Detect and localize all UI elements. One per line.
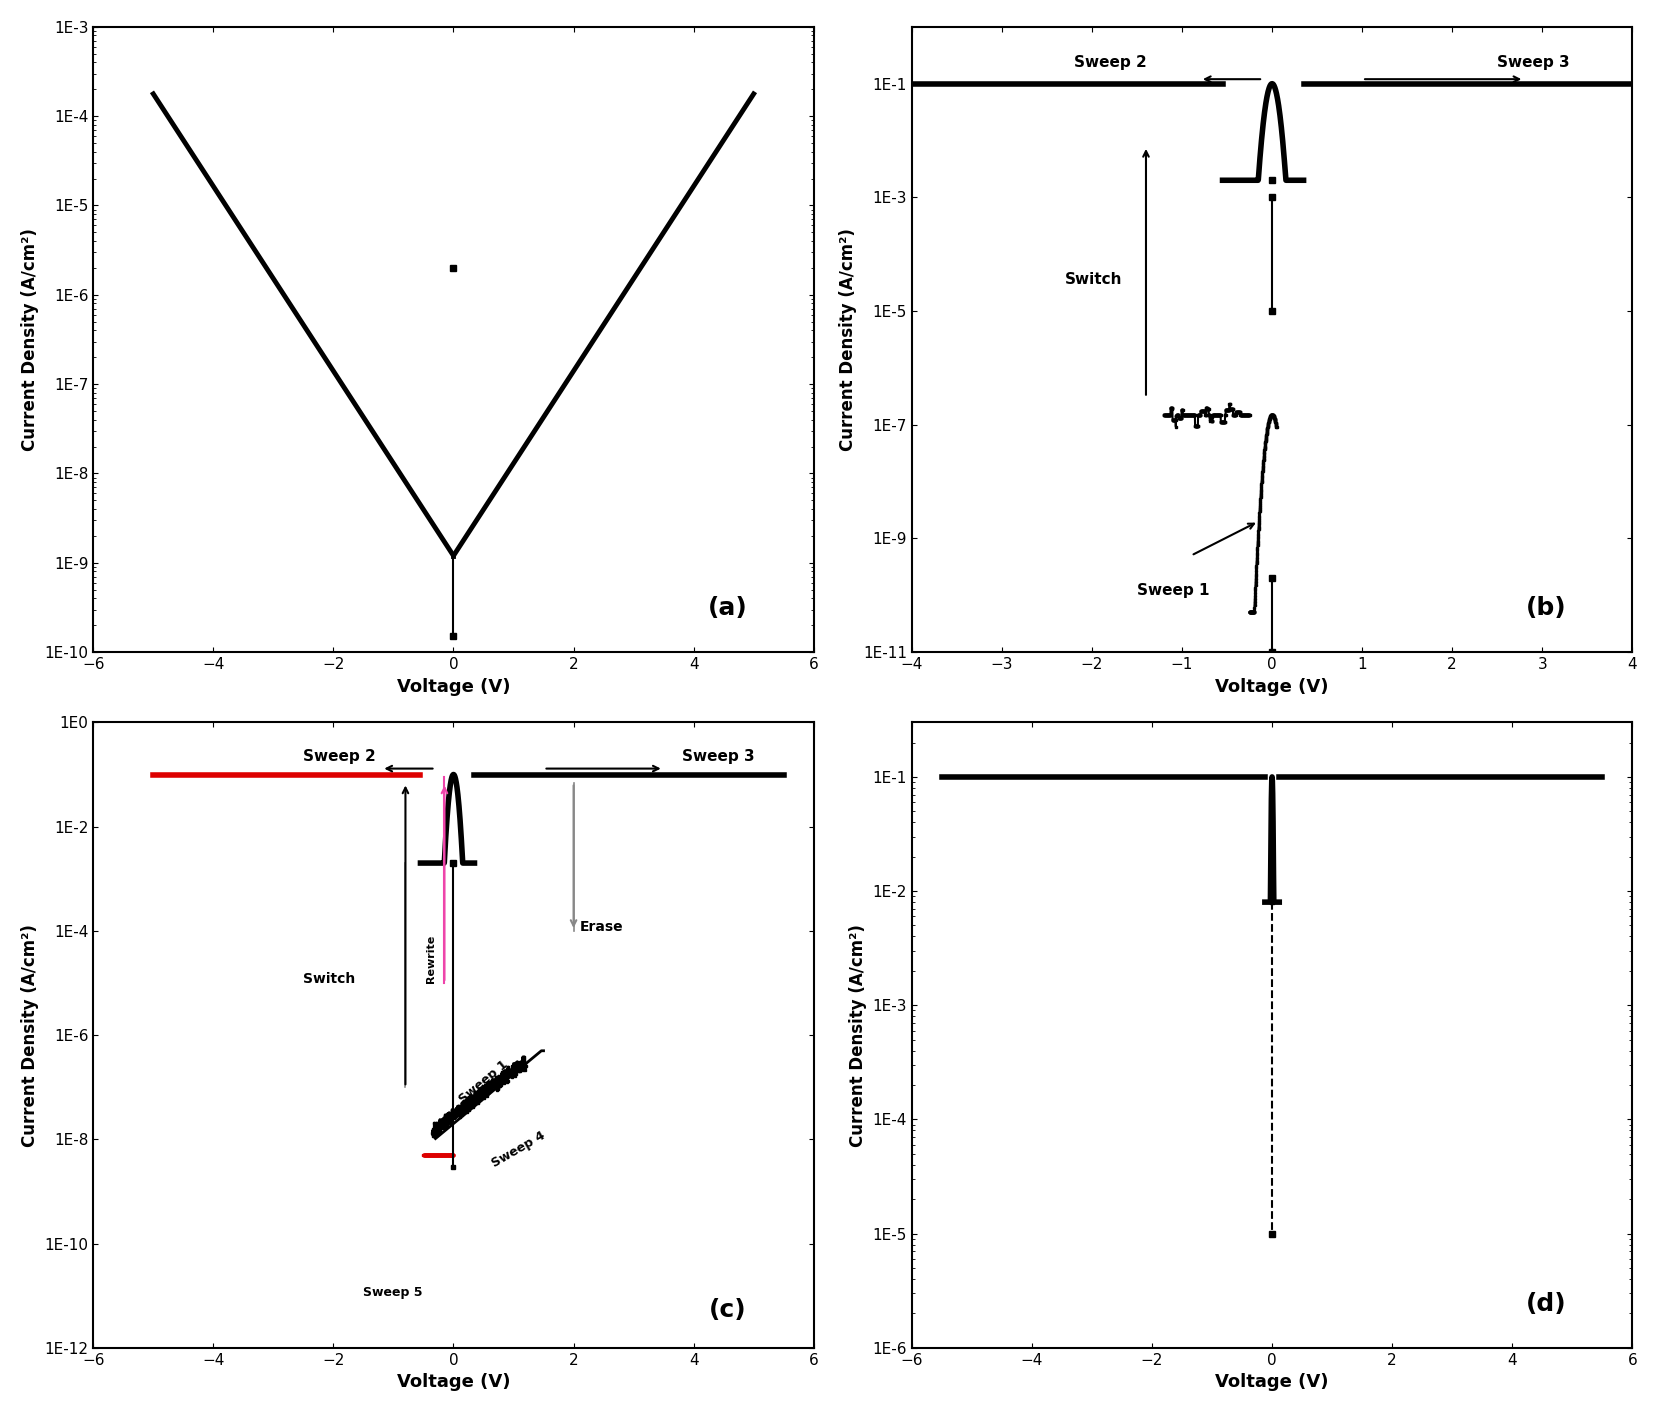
Text: (b): (b) [1524,596,1566,620]
Text: Sweep 1: Sweep 1 [1137,583,1208,599]
Text: Sweep 1: Sweep 1 [456,1058,510,1106]
Text: Sweep 4: Sweep 4 [489,1128,547,1169]
Text: Rewrite: Rewrite [426,935,436,983]
X-axis label: Voltage (V): Voltage (V) [1215,678,1327,696]
Text: (c): (c) [708,1298,746,1322]
Text: Sweep 2: Sweep 2 [303,750,376,764]
Y-axis label: Current Density (A/cm²): Current Density (A/cm²) [838,229,857,450]
Text: Sweep 5: Sweep 5 [363,1286,423,1299]
Text: Sweep 2: Sweep 2 [1074,55,1147,69]
Y-axis label: Current Density (A/cm²): Current Density (A/cm²) [22,229,38,450]
Text: Erase: Erase [580,919,623,933]
Text: Sweep 3: Sweep 3 [681,750,754,764]
Y-axis label: Current Density (A/cm²): Current Density (A/cm²) [848,923,867,1147]
X-axis label: Voltage (V): Voltage (V) [1215,1372,1327,1391]
X-axis label: Voltage (V): Voltage (V) [396,678,510,696]
Y-axis label: Current Density (A/cm²): Current Density (A/cm²) [22,923,38,1147]
Text: Sweep 3: Sweep 3 [1496,55,1569,69]
Text: (d): (d) [1524,1292,1566,1316]
X-axis label: Voltage (V): Voltage (V) [396,1372,510,1391]
Text: (a): (a) [708,596,747,620]
Text: Switch: Switch [303,971,355,986]
Text: Switch: Switch [1064,273,1122,287]
